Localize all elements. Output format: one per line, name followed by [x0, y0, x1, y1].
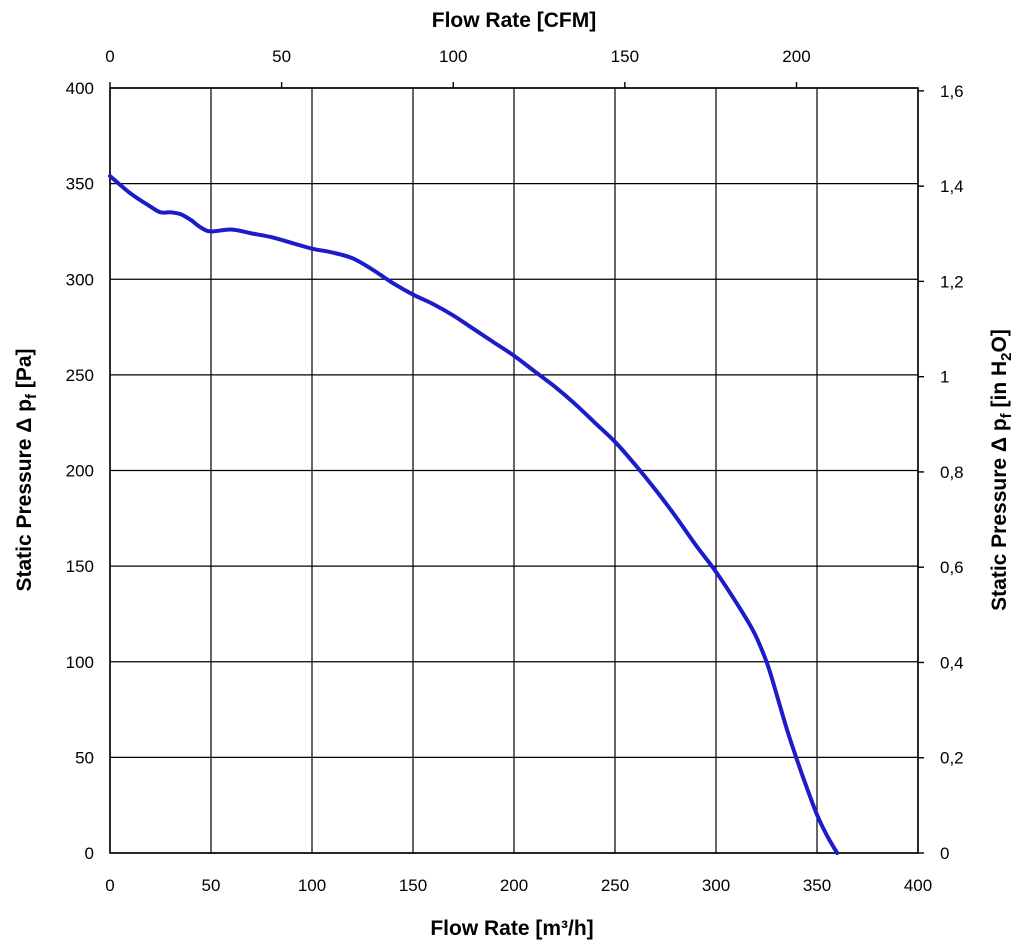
grid [109, 87, 919, 854]
y2-tick-label: 0 [940, 844, 949, 863]
x-tick-label: 50 [202, 876, 221, 895]
y2-tick-label: 1,2 [940, 272, 964, 291]
x-axis-ticks: 0 50 100 150 200 250 300 350 400 [105, 876, 932, 895]
x-axis-title: Flow Rate [m³/h] [430, 917, 593, 940]
x-tick-label: 350 [803, 876, 831, 895]
y2-tick-label: 0,6 [940, 558, 964, 577]
y2-tick-label: 1,4 [940, 177, 964, 196]
x2-axis-title: Flow Rate [CFM] [432, 9, 596, 32]
x-tick-label: 400 [904, 876, 932, 895]
y-tick-label: 150 [66, 557, 94, 576]
x-tick-label: 100 [298, 876, 326, 895]
x-tick-label: 300 [702, 876, 730, 895]
y2-tick-label: 0,8 [940, 463, 964, 482]
x-tick-label: 250 [601, 876, 629, 895]
y-tick-label: 250 [66, 366, 94, 385]
y-tick-label: 100 [66, 653, 94, 672]
x2-tick-label: 150 [611, 47, 639, 66]
y-tick-label: 300 [66, 270, 94, 289]
y-tick-label: 200 [66, 462, 94, 481]
x2-tick-label: 50 [272, 47, 291, 66]
y2-tick-label: 1,6 [940, 82, 964, 101]
y-tick-label: 350 [66, 175, 94, 194]
y2-tick-label: 0,4 [940, 653, 964, 672]
y-axis-title: Static Pressure Δ pf [Pa] [13, 348, 40, 591]
y2-tick-label: 0,2 [940, 749, 964, 768]
y-axis-ticks: 0 50 100 150 200 250 300 350 400 [66, 79, 94, 863]
pressure-curve [108, 173, 840, 855]
x-tick-label: 200 [500, 876, 528, 895]
x-tick-label: 150 [399, 876, 427, 895]
y-tick-label: 400 [66, 79, 94, 98]
x2-tick-label: 100 [439, 47, 467, 66]
y-tick-label: 50 [75, 748, 94, 767]
y-tick-label: 0 [85, 844, 94, 863]
plot-frame [109, 87, 919, 854]
x2-tick-label: 0 [105, 47, 114, 66]
x-tick-label: 0 [105, 876, 114, 895]
y2-axis-ticks: 0 0,2 0,4 0,6 0,8 1 1,2 1,4 1,6 [918, 82, 964, 863]
x2-axis-ticks: 0 50 100 150 200 [105, 47, 811, 88]
x2-tick-label: 200 [782, 47, 810, 66]
y2-axis-title: Static Pressure Δ pf [in H2O] [988, 329, 1015, 611]
curve-layer [108, 173, 840, 855]
y2-tick-label: 1 [940, 368, 949, 387]
